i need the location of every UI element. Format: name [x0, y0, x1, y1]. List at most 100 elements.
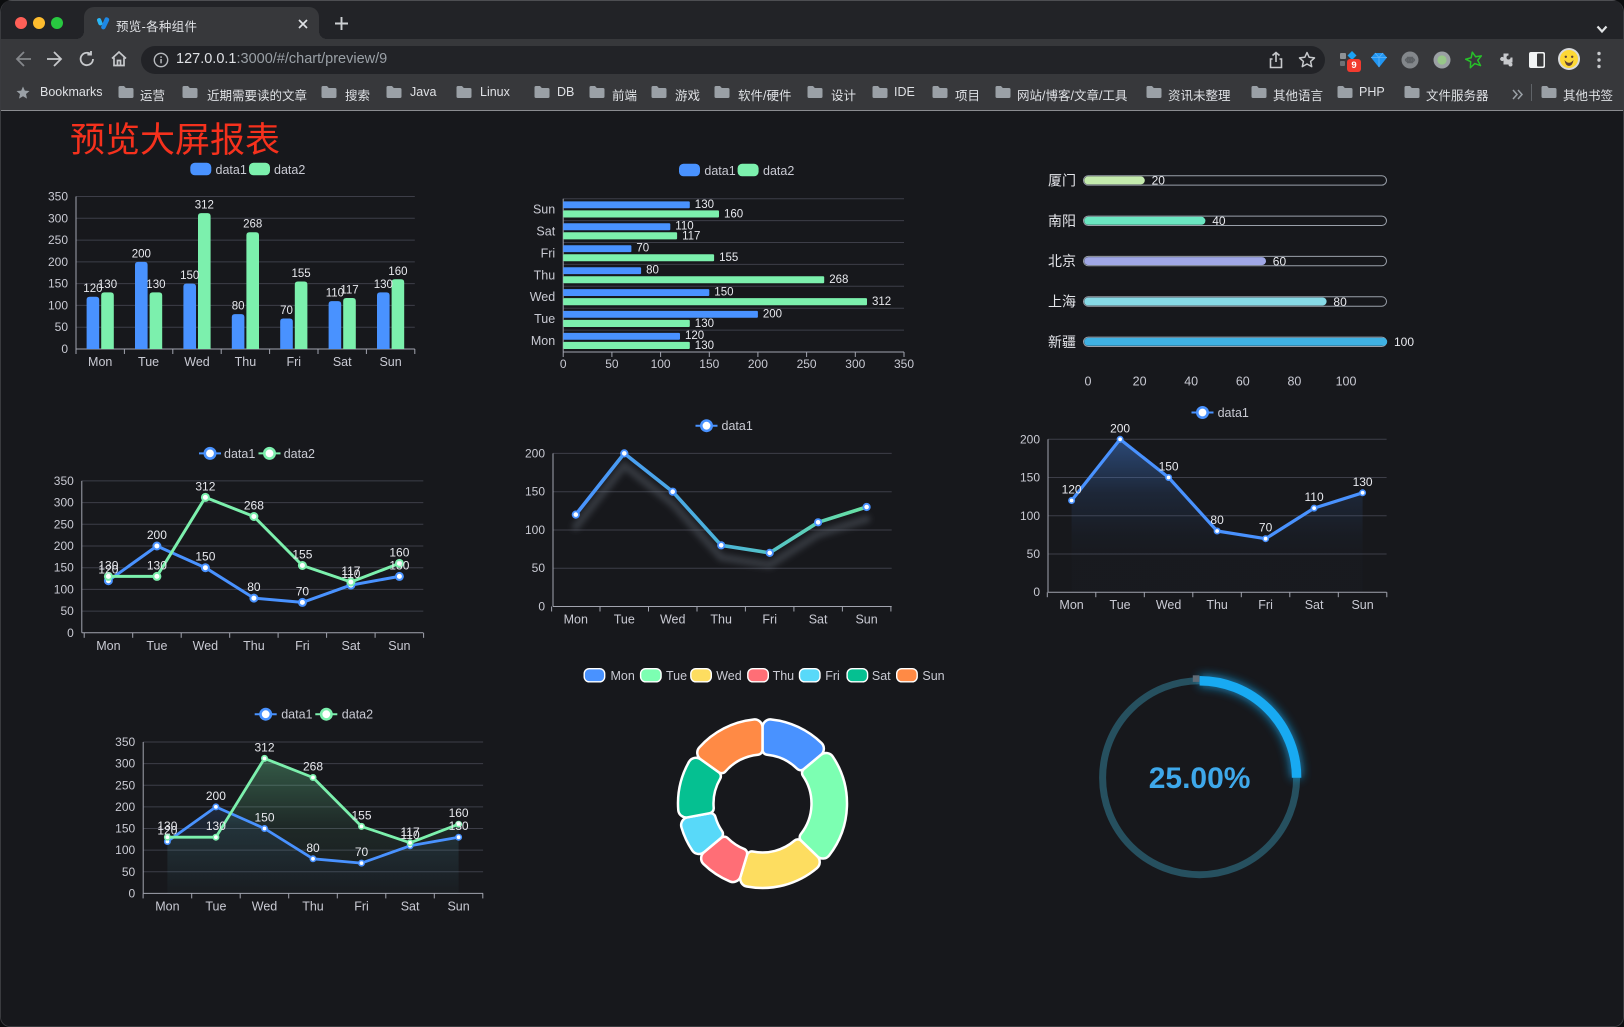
- svg-text:120: 120: [157, 824, 177, 838]
- svg-text:50: 50: [532, 561, 546, 575]
- svg-text:Mon: Mon: [1059, 598, 1083, 612]
- svg-text:Sun: Sun: [922, 669, 944, 683]
- svg-text:Tue: Tue: [534, 312, 555, 326]
- svg-text:Wed: Wed: [193, 639, 219, 653]
- svg-text:100: 100: [48, 298, 68, 312]
- svg-text:80: 80: [247, 580, 261, 594]
- svg-text:70: 70: [296, 584, 310, 598]
- svg-text:80: 80: [646, 265, 659, 277]
- svg-text:150: 150: [195, 550, 215, 564]
- svg-text:Mon: Mon: [96, 639, 120, 653]
- svg-text:120: 120: [685, 330, 704, 342]
- svg-text:350: 350: [115, 735, 135, 749]
- svg-text:100: 100: [651, 357, 671, 371]
- svg-text:0: 0: [67, 626, 74, 640]
- svg-text:Thu: Thu: [773, 669, 795, 683]
- svg-text:Fri: Fri: [295, 639, 310, 653]
- svg-text:110: 110: [401, 828, 420, 842]
- svg-text:Thu: Thu: [235, 355, 257, 369]
- svg-text:130: 130: [389, 558, 409, 572]
- svg-text:Sat: Sat: [809, 613, 828, 627]
- svg-text:160: 160: [449, 806, 469, 820]
- svg-text:350: 350: [54, 474, 74, 488]
- svg-text:268: 268: [303, 760, 323, 774]
- svg-text:Fri: Fri: [1258, 598, 1273, 612]
- svg-text:Sun: Sun: [379, 355, 401, 369]
- svg-text:0: 0: [129, 886, 136, 900]
- svg-text:268: 268: [243, 219, 262, 231]
- svg-text:50: 50: [1027, 547, 1041, 561]
- svg-text:60: 60: [1236, 375, 1250, 389]
- svg-text:117: 117: [340, 285, 358, 297]
- svg-text:40: 40: [1212, 214, 1226, 228]
- svg-text:Mon: Mon: [531, 334, 555, 348]
- svg-text:130: 130: [695, 199, 714, 211]
- svg-text:Wed: Wed: [716, 669, 742, 683]
- svg-text:Fri: Fri: [541, 246, 556, 260]
- svg-text:268: 268: [829, 274, 848, 286]
- svg-text:20: 20: [1133, 375, 1147, 389]
- svg-text:117: 117: [401, 825, 420, 839]
- svg-text:Fri: Fri: [762, 613, 777, 627]
- svg-text:130: 130: [157, 819, 177, 833]
- svg-text:50: 50: [122, 865, 136, 879]
- svg-text:160: 160: [388, 266, 407, 278]
- svg-text:130: 130: [1353, 475, 1373, 489]
- svg-text:130: 130: [98, 279, 117, 291]
- svg-text:70: 70: [636, 243, 649, 255]
- svg-text:50: 50: [60, 604, 74, 618]
- svg-text:data2: data2: [274, 163, 305, 177]
- svg-text:155: 155: [351, 808, 371, 822]
- svg-text:110: 110: [1305, 490, 1324, 504]
- svg-text:200: 200: [115, 800, 135, 814]
- svg-text:250: 250: [115, 778, 135, 792]
- svg-text:北京: 北京: [1048, 253, 1076, 269]
- svg-text:130: 130: [147, 558, 167, 572]
- svg-text:130: 130: [695, 318, 714, 330]
- svg-text:155: 155: [719, 252, 738, 264]
- svg-text:40: 40: [1184, 375, 1198, 389]
- svg-text:Sun: Sun: [1351, 598, 1373, 612]
- svg-text:Wed: Wed: [1156, 598, 1182, 612]
- svg-text:data1: data1: [722, 419, 753, 433]
- svg-text:Wed: Wed: [660, 613, 686, 627]
- svg-text:80: 80: [1333, 295, 1347, 309]
- svg-text:南阳: 南阳: [1048, 213, 1076, 229]
- svg-text:110: 110: [326, 288, 344, 300]
- svg-text:Tue: Tue: [205, 899, 226, 913]
- svg-text:data1: data1: [704, 164, 735, 178]
- svg-text:350: 350: [48, 190, 68, 204]
- svg-text:data1: data1: [281, 708, 312, 722]
- svg-text:80: 80: [1287, 375, 1301, 389]
- svg-text:Thu: Thu: [534, 268, 556, 282]
- svg-text:100: 100: [54, 582, 74, 596]
- svg-text:70: 70: [1259, 521, 1273, 535]
- svg-text:110: 110: [675, 221, 693, 233]
- svg-text:150: 150: [115, 822, 135, 836]
- svg-text:300: 300: [115, 757, 135, 771]
- svg-text:25.00%: 25.00%: [1149, 762, 1251, 795]
- svg-text:data2: data2: [763, 164, 794, 178]
- svg-text:Mon: Mon: [611, 669, 635, 683]
- svg-text:200: 200: [206, 789, 226, 803]
- svg-text:Mon: Mon: [564, 613, 588, 627]
- svg-text:312: 312: [872, 296, 891, 308]
- svg-text:data2: data2: [284, 447, 315, 461]
- svg-text:120: 120: [83, 283, 102, 295]
- svg-text:150: 150: [699, 357, 719, 371]
- svg-text:350: 350: [894, 357, 914, 371]
- svg-text:130: 130: [206, 819, 226, 833]
- svg-text:Sun: Sun: [855, 613, 877, 627]
- svg-text:厦门: 厦门: [1048, 172, 1076, 188]
- svg-text:150: 150: [254, 811, 274, 825]
- svg-text:155: 155: [292, 268, 311, 280]
- svg-text:80: 80: [306, 841, 320, 855]
- svg-text:新疆: 新疆: [1048, 334, 1076, 350]
- svg-text:Fri: Fri: [354, 899, 369, 913]
- svg-text:Sun: Sun: [388, 639, 410, 653]
- svg-text:Tue: Tue: [614, 613, 635, 627]
- svg-text:Wed: Wed: [252, 899, 278, 913]
- svg-text:Mon: Mon: [88, 355, 112, 369]
- svg-text:80: 80: [232, 301, 245, 313]
- svg-text:150: 150: [180, 270, 199, 282]
